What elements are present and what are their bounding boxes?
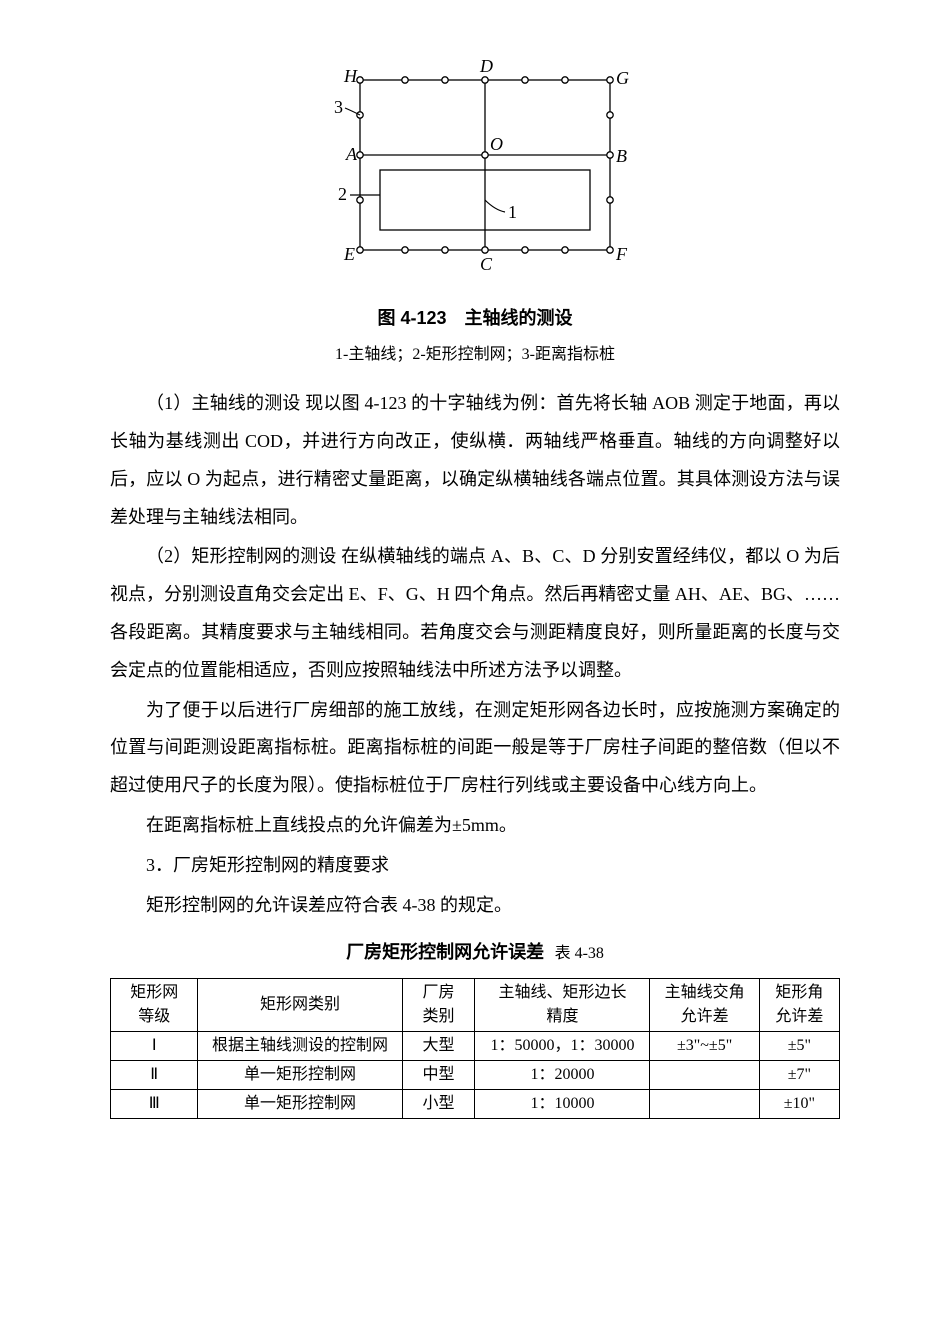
label-2: 2 xyxy=(338,184,347,204)
table-cell: 根据主轴线测设的控制网 xyxy=(198,1032,402,1061)
paragraph-4: 在距离指标桩上直线投点的允许偏差为±5mm。 xyxy=(110,807,840,845)
table-cell: 1：20000 xyxy=(475,1061,650,1090)
table-header-cell: 矩形网等级 xyxy=(111,979,198,1032)
label-B: B xyxy=(616,146,627,166)
table-header-cell: 矩形网类别 xyxy=(198,979,402,1032)
label-F: F xyxy=(615,244,628,264)
tolerance-table: 矩形网等级矩形网类别厂房类别主轴线、矩形边长精度主轴线交角允许差矩形角允许差 Ⅰ… xyxy=(110,978,840,1119)
figure-4-123: H D G A O B E C F 1 2 3 xyxy=(110,50,840,294)
paragraph-3: 为了便于以后进行厂房细部的施工放线，在测定矩形网各边长时，应按施测方案确定的位置… xyxy=(110,692,840,805)
table-cell: 中型 xyxy=(402,1061,475,1090)
axis-diagram-svg: H D G A O B E C F 1 2 3 xyxy=(310,50,640,280)
paragraph-1: （1）主轴线的测设 现以图 4-123 的十字轴线为例：首先将长轴 AOB 测定… xyxy=(110,385,840,536)
label-1: 1 xyxy=(508,202,517,222)
table-cell: ±7" xyxy=(759,1061,839,1090)
table-cell: ±10" xyxy=(759,1090,839,1119)
paragraph-2: （2）矩形控制网的测设 在纵横轴线的端点 A、B、C、D 分别安置经纬仪，都以 … xyxy=(110,538,840,689)
label-D: D xyxy=(479,56,493,76)
table-body: Ⅰ根据主轴线测设的控制网大型1：50000，1：30000±3"~±5"±5"Ⅱ… xyxy=(111,1032,840,1119)
table-title-label: 表 4-38 xyxy=(555,945,604,962)
table-row: Ⅲ单一矩形控制网小型1：10000 ±10" xyxy=(111,1090,840,1119)
table-cell: Ⅱ xyxy=(111,1061,198,1090)
table-cell: 小型 xyxy=(402,1090,475,1119)
figure-svg-wrap: H D G A O B E C F 1 2 3 xyxy=(310,50,640,294)
label-E: E xyxy=(343,244,355,264)
table-row: Ⅰ根据主轴线测设的控制网大型1：50000，1：30000±3"~±5"±5" xyxy=(111,1032,840,1061)
table-cell: Ⅲ xyxy=(111,1090,198,1119)
table-cell: Ⅰ xyxy=(111,1032,198,1061)
table-header-row: 矩形网等级矩形网类别厂房类别主轴线、矩形边长精度主轴线交角允许差矩形角允许差 xyxy=(111,979,840,1032)
label-H: H xyxy=(343,66,358,86)
table-row: Ⅱ单一矩形控制网中型1：20000 ±7" xyxy=(111,1061,840,1090)
table-cell: ±3"~±5" xyxy=(650,1032,759,1061)
paragraph-6: 矩形控制网的允许误差应符合表 4-38 的规定。 xyxy=(110,887,840,925)
label-G: G xyxy=(616,68,629,88)
table-cell: 单一矩形控制网 xyxy=(198,1090,402,1119)
table-cell xyxy=(650,1090,759,1119)
table-header-cell: 主轴线、矩形边长精度 xyxy=(475,979,650,1032)
figure-subcaption: 1-主轴线；2-矩形控制网；3-距离指标桩 xyxy=(110,338,840,372)
table-header-cell: 矩形角允许差 xyxy=(759,979,839,1032)
label-3: 3 xyxy=(334,97,343,117)
label-O: O xyxy=(490,134,503,154)
table-cell: 单一矩形控制网 xyxy=(198,1061,402,1090)
table-cell: ±5" xyxy=(759,1032,839,1061)
table-cell: 1：10000 xyxy=(475,1090,650,1119)
label-A: A xyxy=(345,144,358,164)
table-header-cell: 主轴线交角允许差 xyxy=(650,979,759,1032)
table-title: 厂房矩形控制网允许误差 表 4-38 xyxy=(110,934,840,972)
table-header-cell: 厂房类别 xyxy=(402,979,475,1032)
table-title-main: 厂房矩形控制网允许误差 xyxy=(346,942,544,962)
label-C: C xyxy=(480,254,493,274)
figure-caption: 图 4-123 主轴线的测设 xyxy=(110,300,840,338)
table-cell: 大型 xyxy=(402,1032,475,1061)
table-cell: 1：50000，1：30000 xyxy=(475,1032,650,1061)
section-heading-3: 3．厂房矩形控制网的精度要求 xyxy=(110,847,840,885)
table-cell xyxy=(650,1061,759,1090)
